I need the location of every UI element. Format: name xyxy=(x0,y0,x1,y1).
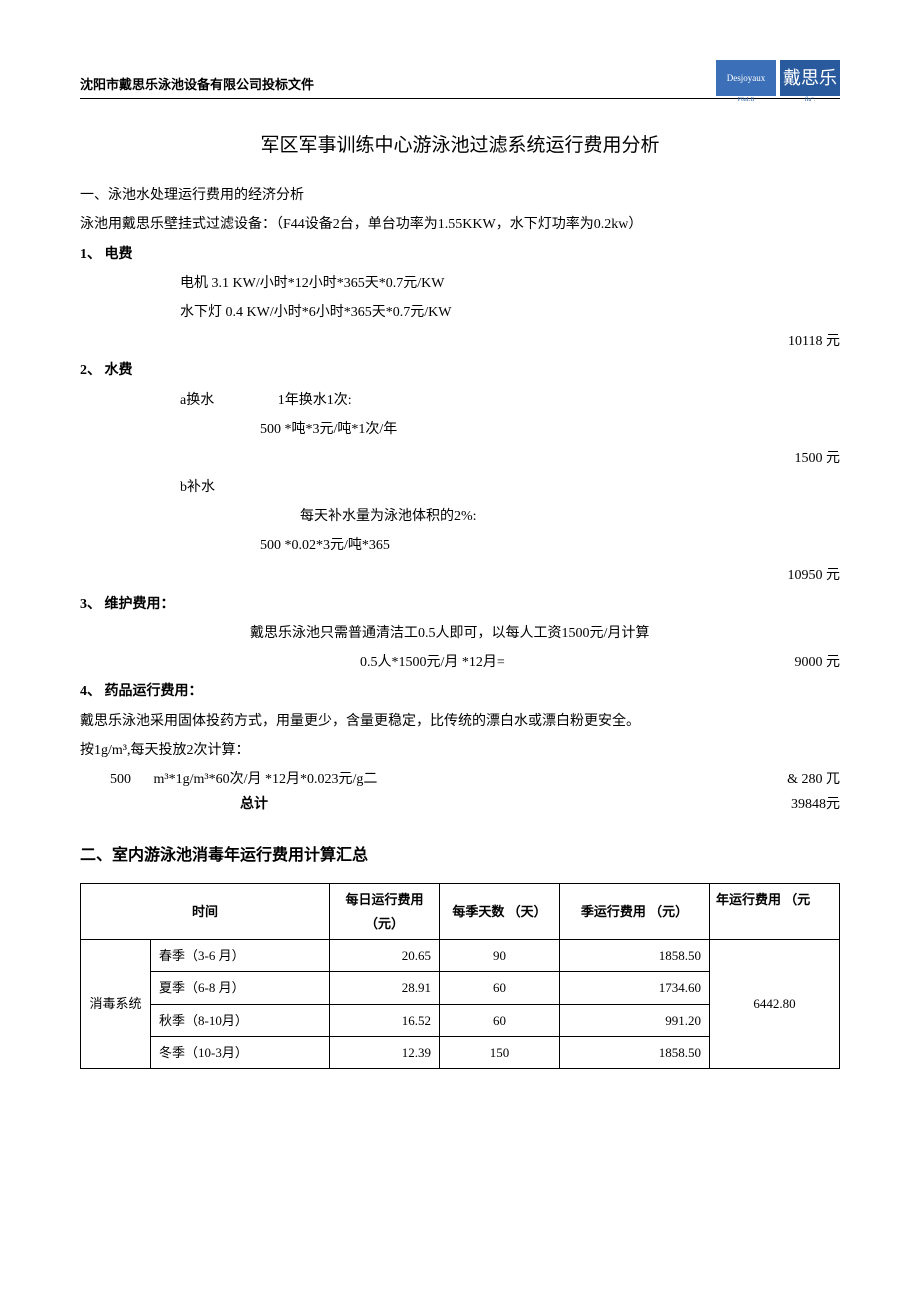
season-cell: 冬季（10-3月） xyxy=(151,1037,330,1069)
days-cell: 150 xyxy=(440,1037,560,1069)
daily-cell: 20.65 xyxy=(330,939,440,971)
season-cell: 夏季（6-8 月） xyxy=(151,972,330,1004)
cost-cell: 1734.60 xyxy=(560,972,710,1004)
daily-cell: 16.52 xyxy=(330,1004,440,1036)
cost-cell: 991.20 xyxy=(560,1004,710,1036)
item2b-label: b补水 xyxy=(80,475,840,500)
item4-label: 4、 药品运行费用： xyxy=(80,679,840,704)
item1-amount: 10118 元 xyxy=(788,329,840,354)
col-year: 年运行费用 （元 xyxy=(710,884,840,940)
item4-line2: 按1g/m³,每天投放2次计算： xyxy=(80,738,840,763)
document-title: 军区军事训练中心游泳池过滤系统运行费用分析 xyxy=(80,129,840,163)
item4-line1: 戴思乐泳池采用固体投药方式，用量更少，含量更稳定，比传统的漂白水或漂白粉更安全。 xyxy=(80,709,840,734)
total-label: 总计 xyxy=(80,792,268,817)
logo-group: Desjoyaux P0aLB 戴思乐 flu°. xyxy=(716,60,840,96)
days-cell: 60 xyxy=(440,1004,560,1036)
season-cell: 春季（3-6 月） xyxy=(151,939,330,971)
item1-line1: 电机 3.1 KW/小时*12小时*365天*0.7元/KW xyxy=(80,271,840,296)
desjoyaux-logo: Desjoyaux P0aLB xyxy=(716,60,776,96)
item3-label: 3、 维护费用： xyxy=(80,592,840,617)
s1-heading: 一、泳池水处理运行费用的经济分析 xyxy=(80,183,840,208)
cost-cell: 1858.50 xyxy=(560,939,710,971)
item2a: a换水 1年换水1次: xyxy=(80,388,840,413)
col-time: 时间 xyxy=(81,884,330,940)
item2a-amount: 1500 元 xyxy=(795,446,841,471)
item2b-calc: 500 *0.02*3元/吨*365 xyxy=(80,533,840,558)
daily-cell: 28.91 xyxy=(330,972,440,1004)
item3-line1: 戴思乐泳池只需普通清洁工0.5人即可，以每人工资1500元/月计算 xyxy=(80,621,840,646)
season-cell: 秋季（8-10月） xyxy=(151,1004,330,1036)
daisile-logo: 戴思乐 flu°. xyxy=(780,60,840,96)
item2b-amount: 10950 元 xyxy=(788,563,841,588)
item2-label: 2、 水费 xyxy=(80,358,840,383)
item1-line2: 水下灯 0.4 KW/小时*6小时*365天*0.7元/KW xyxy=(80,300,840,325)
s2-heading: 二、室内游泳池消毒年运行费用计算汇总 xyxy=(80,842,840,871)
daily-cell: 12.39 xyxy=(330,1037,440,1069)
table-header-row: 时间 每日运行费用（元） 每季天数 （天） 季运行费用 （元） 年运行费用 （元 xyxy=(81,884,840,940)
item2b-desc: 每天补水量为泳池体积的2%: xyxy=(80,504,840,529)
item1-label: 1、 电费 xyxy=(80,242,840,267)
system-label: 消毒系统 xyxy=(81,939,151,1069)
item3-line2: 0.5人*1500元/月 *12月= xyxy=(80,650,505,675)
cost-table: 时间 每日运行费用（元） 每季天数 （天） 季运行费用 （元） 年运行费用 （元… xyxy=(80,883,840,1069)
cost-cell: 1858.50 xyxy=(560,1037,710,1069)
total-amount: 39848元 xyxy=(791,792,840,817)
days-cell: 60 xyxy=(440,972,560,1004)
year-total: 6442.80 xyxy=(710,939,840,1069)
company-name: 沈阳市戴思乐泳池设备有限公司投标文件 xyxy=(80,73,314,96)
col-daily: 每日运行费用（元） xyxy=(330,884,440,940)
item4-line3: 500 m³*1g/m³*60次/月 *12月*0.023元/g二 xyxy=(80,767,377,792)
col-season: 季运行费用 （元） xyxy=(560,884,710,940)
s1-intro: 泳池用戴思乐壁挂式过滤设备：（F44设备2台，单台功率为1.55KKW，水下灯功… xyxy=(80,212,840,237)
item3-amount: 9000 元 xyxy=(795,650,841,675)
col-days: 每季天数 （天） xyxy=(440,884,560,940)
item2a-calc: 500 *吨*3元/吨*1次/年 xyxy=(80,417,840,442)
section-1: 一、泳池水处理运行费用的经济分析 泳池用戴思乐壁挂式过滤设备：（F44设备2台，… xyxy=(80,183,840,817)
item4-amount: & 280 兀 xyxy=(787,767,840,792)
page-header: 沈阳市戴思乐泳池设备有限公司投标文件 Desjoyaux P0aLB 戴思乐 f… xyxy=(80,60,840,99)
table-row: 消毒系统 春季（3-6 月） 20.65 90 1858.50 6442.80 xyxy=(81,939,840,971)
days-cell: 90 xyxy=(440,939,560,971)
